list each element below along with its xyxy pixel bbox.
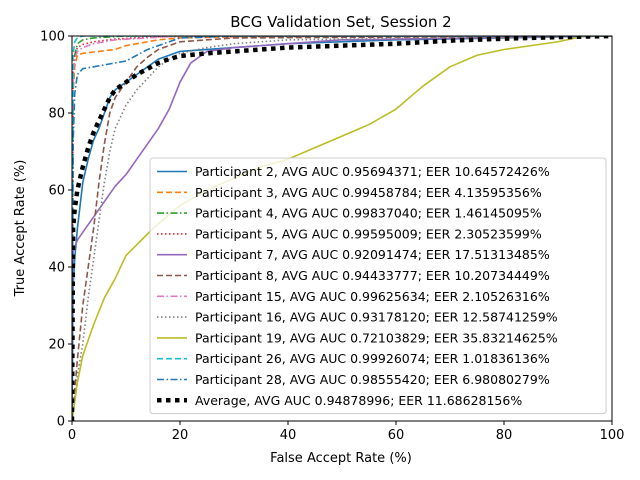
y-tick-label: 60 — [48, 184, 65, 199]
legend: Participant 2, AVG AUC 0.95694371; EER 1… — [149, 157, 607, 415]
legend-entry-1: Participant 2, AVG AUC 0.95694371; EER 1… — [195, 164, 550, 179]
y-tick-label: 40 — [48, 261, 65, 276]
legend-entry-9: Participant 19, AVG AUC 0.72103829; EER … — [195, 330, 558, 345]
x-tick-label: 60 — [388, 428, 405, 443]
legend-entry-8: Participant 16, AVG AUC 0.93178120; EER … — [195, 310, 558, 325]
legend-entry-4: Participant 5, AVG AUC 0.99595009; EER 2… — [195, 226, 542, 241]
chart-title: BCG Validation Set, Session 2 — [230, 13, 451, 31]
series-line-2 — [72, 36, 612, 421]
series-line-5 — [72, 36, 612, 421]
x-axis-label: False Accept Rate (%) — [270, 451, 412, 466]
x-tick-label: 0 — [68, 428, 76, 443]
y-tick-label: 20 — [48, 338, 65, 353]
legend-entry-5: Participant 7, AVG AUC 0.92091474; EER 1… — [195, 247, 550, 262]
series-line-10 — [72, 36, 612, 421]
y-axis-label: True Accept Rate (%) — [13, 160, 28, 298]
legend-entry-3: Participant 4, AVG AUC 0.99837040; EER 1… — [195, 206, 542, 221]
axes-frame — [71, 35, 613, 422]
series-line-7 — [72, 36, 612, 421]
series-line-11 — [72, 36, 612, 421]
legend-entry-2: Participant 3, AVG AUC 0.99458784; EER 4… — [195, 185, 542, 200]
x-tick-label: 100 — [600, 428, 625, 443]
series-line-6 — [72, 36, 612, 421]
y-tick-label: 0 — [57, 415, 65, 430]
y-tick-label: 100 — [40, 30, 65, 45]
axis-ticks: 0 20 40 60 80 100 0 20 40 60 80 100 — [40, 30, 624, 444]
x-tick-label: 20 — [172, 428, 189, 443]
legend-entry-6: Participant 8, AVG AUC 0.94433777; EER 1… — [195, 268, 550, 283]
legend-box — [149, 157, 607, 415]
legend-entry-12: Average, AVG AUC 0.94878996; EER 11.6862… — [195, 393, 522, 408]
legend-entry-11: Participant 28, AVG AUC 0.98555420; EER … — [195, 372, 550, 387]
legend-entry-10: Participant 26, AVG AUC 0.99926074; EER … — [195, 351, 550, 366]
x-tick-label: 80 — [496, 428, 513, 443]
x-tick-label: 40 — [280, 428, 297, 443]
series-line-12 — [72, 36, 612, 421]
series-line-8 — [72, 36, 612, 421]
legend-entry-7: Participant 15, AVG AUC 0.99625634; EER … — [195, 289, 550, 304]
y-tick-label: 80 — [48, 107, 65, 122]
